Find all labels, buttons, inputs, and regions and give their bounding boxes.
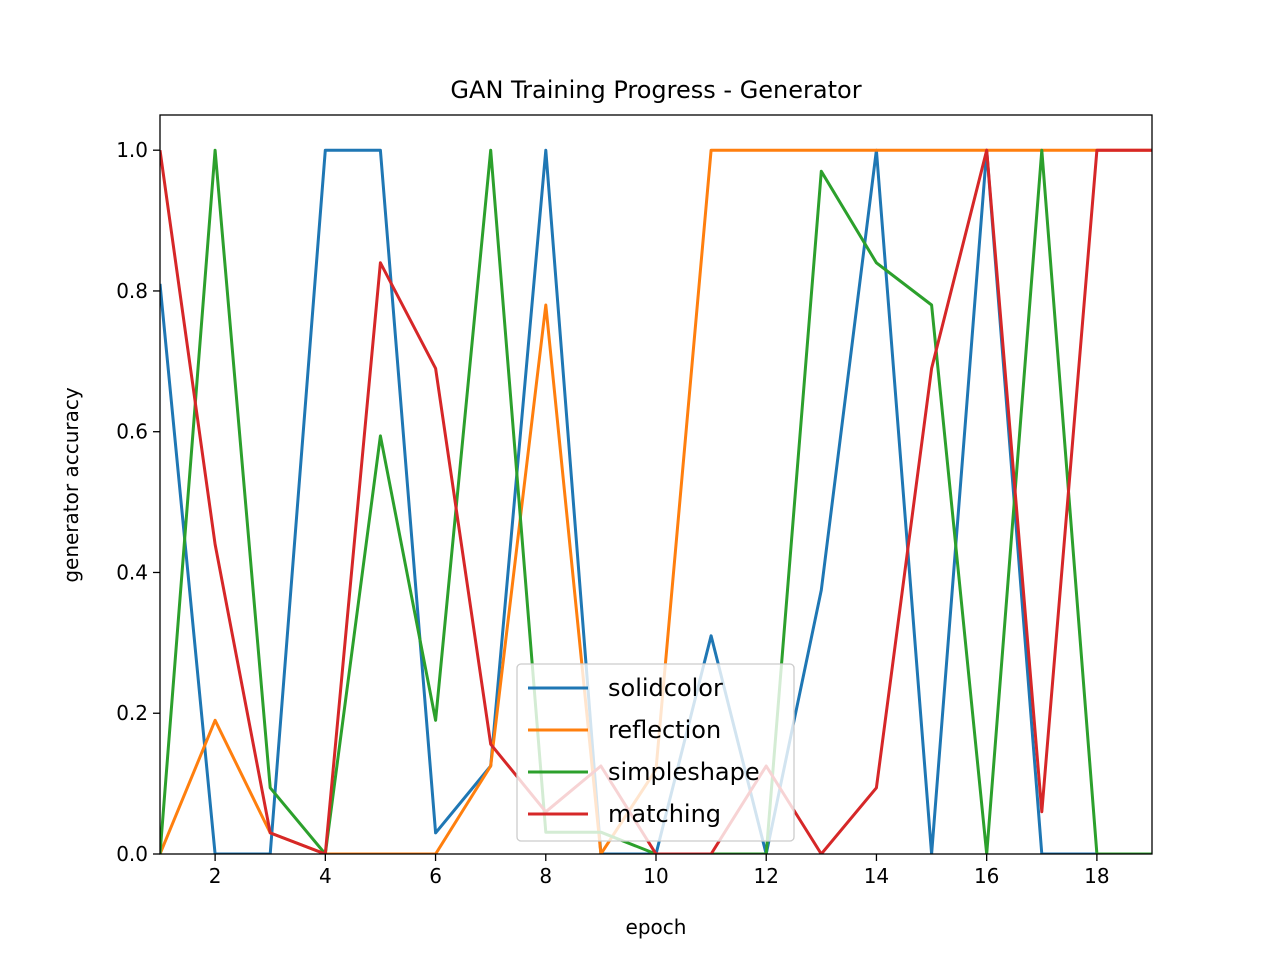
legend-box: [516, 663, 795, 842]
x-tick-label: 6: [429, 864, 442, 888]
x-axis-label: epoch: [626, 915, 687, 939]
x-tick-label: 4: [319, 864, 332, 888]
y-tick-label: 0.4: [116, 560, 148, 584]
y-tick-label: 0.0: [116, 842, 148, 866]
x-tick-label: 14: [864, 864, 889, 888]
plot-frame: [159, 114, 1153, 855]
x-tick-label: 18: [1084, 864, 1109, 888]
series-line-matching: [160, 148, 1152, 854]
x-tick-label: 16: [974, 864, 999, 888]
legend-label-reflection: reflection: [608, 716, 721, 744]
legend: solidcolor reflection simpleshape matching: [516, 663, 795, 842]
legend-label-simpleshape: simpleshape: [608, 758, 760, 786]
y-axis-ticks: 0.0 0.2 0.4 0.6 0.8 1.0: [116, 138, 160, 866]
x-axis-ticks: 2 4 6 8 10 12 14 16 18: [209, 854, 1110, 888]
y-tick-label: 0.2: [116, 701, 148, 725]
chart-title: GAN Training Progress - Generator: [450, 76, 861, 104]
y-tick-label: 0.8: [116, 279, 148, 303]
legend-label-solidcolor: solidcolor: [608, 674, 723, 702]
y-axis-label: generator accuracy: [59, 387, 83, 583]
x-tick-label: 2: [209, 864, 222, 888]
y-tick-label: 1.0: [116, 138, 148, 162]
x-tick-label: 8: [539, 864, 552, 888]
y-tick-label: 0.6: [116, 420, 148, 444]
x-tick-label: 10: [643, 864, 668, 888]
legend-label-matching: matching: [608, 800, 721, 828]
x-tick-label: 12: [753, 864, 778, 888]
